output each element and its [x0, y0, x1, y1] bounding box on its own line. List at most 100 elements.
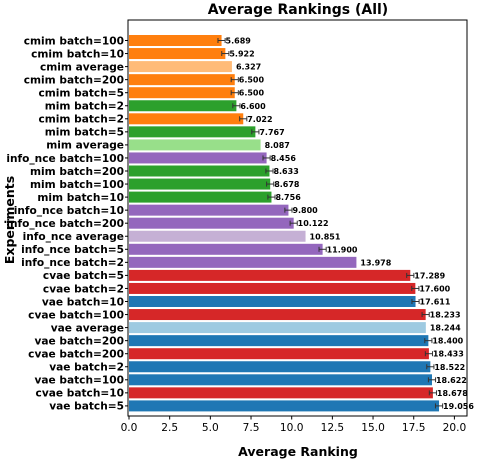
- x-tick-label: 2.5: [161, 422, 178, 434]
- bar: [129, 35, 222, 46]
- bar: [129, 204, 289, 216]
- error-bar: [239, 116, 248, 122]
- error-bar: [217, 38, 226, 43]
- value-labels-layer: 5.689 5.922 6.327 6.500 6.500 6.600 7.022 7.767…: [226, 37, 475, 411]
- bar: [129, 256, 357, 268]
- error-bar: [232, 103, 241, 109]
- error-bar: [251, 129, 260, 135]
- error-bar: [411, 285, 420, 291]
- category-label: mim batch=10: [37, 192, 124, 204]
- bar: [129, 152, 267, 164]
- value-label: 8.456: [271, 154, 297, 163]
- x-tick-label: 12.5: [321, 422, 345, 434]
- error-bar: [406, 272, 415, 278]
- y-axis-label: Experiments: [2, 176, 17, 264]
- bar: [129, 74, 235, 86]
- error-bar: [266, 181, 275, 187]
- bar: [129, 322, 426, 334]
- value-label: 7.022: [247, 115, 272, 124]
- value-label: 6.500: [239, 76, 265, 85]
- value-label: 13.978: [360, 258, 391, 267]
- x-tick-label: 5.0: [202, 422, 219, 434]
- bar: [129, 374, 432, 386]
- category-label: cmim average: [40, 61, 124, 73]
- value-label: 11.900: [327, 245, 358, 254]
- value-label: 8.087: [265, 141, 290, 150]
- value-label: 18.522: [434, 363, 465, 372]
- bar: [129, 87, 235, 99]
- value-label: 18.400: [432, 337, 463, 346]
- x-tick-label: 7.5: [243, 422, 260, 434]
- value-label: 8.633: [273, 167, 298, 176]
- error-bars-layer: [217, 38, 444, 409]
- category-label: vae batch=2: [49, 362, 124, 374]
- chart-title: Average Rankings (All): [208, 2, 388, 18]
- bar: [129, 191, 272, 203]
- x-tick-label: 15.0: [361, 422, 385, 434]
- value-label: 19.056: [443, 402, 474, 411]
- category-label: vae batch=100: [34, 375, 124, 387]
- category-label: vae batch=5: [49, 401, 124, 413]
- x-tick-label: 10.0: [280, 422, 304, 434]
- category-label: mim batch=5: [45, 127, 124, 139]
- category-label: cvae batch=100: [28, 309, 124, 321]
- bar: [129, 139, 261, 151]
- category-label: cmim batch=10: [31, 48, 124, 60]
- value-label: 18.678: [437, 389, 468, 398]
- plot-frame: [127, 19, 468, 417]
- category-label: vae average: [51, 322, 124, 334]
- category-label: info_nce average: [23, 231, 124, 243]
- value-label: 17.289: [414, 271, 445, 280]
- category-label: vae batch=10: [42, 296, 124, 308]
- bar: [129, 296, 416, 307]
- error-bar: [434, 403, 444, 409]
- error-bar: [421, 312, 430, 318]
- error-bar: [427, 377, 437, 383]
- bar: [129, 230, 306, 242]
- category-label: info_nce batch=2: [21, 257, 124, 269]
- bar: [129, 113, 244, 125]
- bar: [129, 282, 416, 294]
- error-bar: [289, 220, 298, 226]
- category-label: cmim batch=5: [38, 88, 124, 100]
- bar: [129, 348, 429, 360]
- category-label: mim batch=2: [45, 101, 124, 113]
- value-label: 17.611: [420, 298, 451, 307]
- bar: [129, 217, 294, 229]
- x-tick-label: 0.0: [121, 422, 138, 434]
- error-bar: [426, 364, 435, 370]
- bar: [129, 126, 256, 138]
- bar: [129, 178, 271, 190]
- value-label: 17.600: [419, 284, 450, 293]
- category-label: cmim batch=2: [38, 114, 124, 126]
- error-bar: [424, 351, 433, 357]
- category-label: info_nce batch=5: [21, 244, 124, 256]
- category-label: mim average: [46, 140, 124, 152]
- bar: [129, 243, 323, 255]
- error-bar: [221, 51, 230, 57]
- category-label: cvae batch=200: [28, 349, 124, 361]
- bar: [129, 309, 426, 321]
- category-label: cvae batch=10: [36, 388, 124, 400]
- error-bar: [230, 77, 239, 83]
- value-label: 8.678: [274, 180, 300, 189]
- value-label: 10.851: [310, 232, 341, 241]
- value-label: 10.122: [298, 219, 329, 228]
- value-label: 6.327: [236, 63, 261, 72]
- value-label: 6.600: [240, 102, 266, 111]
- bar: [129, 400, 440, 412]
- bar: [129, 387, 433, 399]
- category-label: mim batch=100: [30, 179, 124, 191]
- category-label: info_nce batch=100: [6, 153, 124, 165]
- value-label: 8.756: [275, 193, 301, 202]
- error-bar: [428, 390, 437, 396]
- category-label: cmim batch=100: [24, 35, 124, 47]
- category-label: mim batch=200: [30, 166, 124, 178]
- x-ticks-layer: 0.0 2.5 5.0 7.5 10.0 12.5 15.0 17.5 20.0: [121, 416, 466, 434]
- error-bar: [267, 194, 276, 200]
- category-label: cvae batch=5: [43, 270, 124, 282]
- error-bar: [424, 338, 433, 344]
- value-label: 18.233: [430, 311, 461, 320]
- value-label: 7.767: [259, 128, 284, 137]
